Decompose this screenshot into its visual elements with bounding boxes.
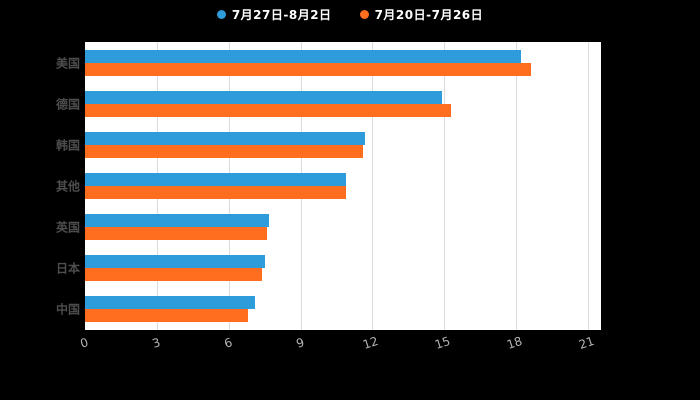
tick-label: 6 <box>222 335 234 351</box>
gridline <box>444 42 446 330</box>
category-label: 英国 <box>55 220 80 235</box>
tick-label: 9 <box>294 335 306 351</box>
plot-area <box>85 42 601 330</box>
category-label: 韩国 <box>55 138 80 153</box>
legend-item-series1[interactable]: 7月27日-8月2日 <box>216 6 332 23</box>
bar <box>85 62 531 76</box>
bar-rows <box>85 42 601 330</box>
bar <box>85 172 347 186</box>
bar-group <box>85 83 601 124</box>
bar <box>85 227 268 241</box>
bar <box>85 185 347 199</box>
tick-label: 21 <box>577 333 596 353</box>
legend-item-series2[interactable]: 7月20日-7月26日 <box>359 6 484 23</box>
bar <box>85 214 270 228</box>
category-label: 其他 <box>55 179 80 194</box>
bar <box>85 309 248 323</box>
bar <box>85 131 366 145</box>
bar-group <box>85 165 601 206</box>
gridline <box>588 42 589 330</box>
bar <box>85 268 263 282</box>
tick-label: 15 <box>433 333 453 353</box>
bar-group <box>85 289 601 330</box>
bar <box>85 144 363 158</box>
bar <box>85 103 452 117</box>
chart-legend: 7月27日-8月2日 7月20日-7月26日 <box>0 6 700 23</box>
legend-label-series2: 7月20日-7月26日 <box>374 8 484 22</box>
gridline <box>516 42 518 330</box>
category-label: 美国 <box>55 56 80 71</box>
tick-label: 0 <box>78 335 91 351</box>
bar-group <box>85 248 601 289</box>
category-label: 日本 <box>55 261 80 276</box>
bar-group <box>85 124 601 165</box>
bar <box>85 49 521 63</box>
category-label: 德国 <box>55 97 80 112</box>
tick-label: 12 <box>361 333 381 353</box>
tick-label: 18 <box>505 333 525 353</box>
bar <box>85 296 256 310</box>
bar <box>85 90 442 104</box>
legend-dot-orange-icon <box>359 10 369 19</box>
legend-label-series1: 7月27日-8月2日 <box>231 8 332 22</box>
bar-group <box>85 42 601 83</box>
bar-group <box>85 207 601 248</box>
bar <box>85 255 265 269</box>
gridline <box>372 42 374 330</box>
legend-dot-blue-icon <box>216 10 226 19</box>
tick-label: 3 <box>150 335 162 351</box>
category-label: 中国 <box>55 302 80 317</box>
